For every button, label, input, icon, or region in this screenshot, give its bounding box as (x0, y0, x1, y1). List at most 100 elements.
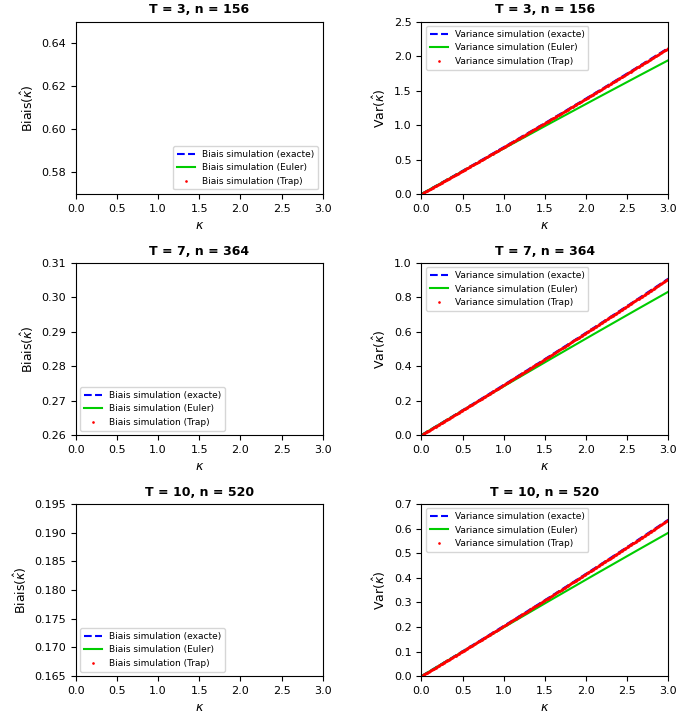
Line: Variance simulation (exacte): Variance simulation (exacte) (422, 278, 668, 435)
Variance simulation (exacte) (587, 91, 595, 100)
Variance simulation (Trap) (610, 77, 618, 86)
Y-axis label: Var($\hat{\kappa}$): Var($\hat{\kappa}$) (371, 88, 389, 128)
Variance simulation (exacte) (664, 274, 672, 283)
Variance simulation (Trap) (517, 611, 526, 619)
Legend: Variance simulation (exacte), Variance simulation (Euler), Variance simulation (: Variance simulation (exacte), Variance s… (426, 26, 588, 70)
Line: Variance simulation (Euler): Variance simulation (Euler) (422, 533, 668, 676)
Variance simulation (Euler) (610, 84, 618, 93)
Variance simulation (Euler) (418, 672, 426, 680)
Variance simulation (exacte) (442, 175, 451, 184)
Variance simulation (Trap) (418, 190, 426, 198)
Variance simulation (exacte) (526, 605, 535, 614)
Variance simulation (Euler) (664, 287, 672, 296)
Variance simulation (exacte) (615, 308, 623, 316)
Variance simulation (exacte) (610, 551, 618, 560)
Variance simulation (Trap) (442, 656, 451, 665)
Variance simulation (Euler) (664, 529, 672, 537)
Y-axis label: Biais($\hat{\kappa}$): Biais($\hat{\kappa}$) (19, 84, 36, 132)
Variance simulation (Trap) (526, 127, 535, 136)
Variance simulation (Euler) (418, 190, 426, 198)
Y-axis label: Biais($\hat{\kappa}$): Biais($\hat{\kappa}$) (12, 566, 29, 614)
Variance simulation (Trap) (517, 132, 526, 141)
Variance simulation (Trap) (442, 175, 451, 184)
Title: T = 3, n = 156: T = 3, n = 156 (495, 4, 595, 17)
Variance simulation (exacte) (587, 325, 595, 334)
Variance simulation (exacte) (418, 430, 426, 439)
Variance simulation (Trap) (442, 416, 451, 425)
Variance simulation (exacte) (587, 566, 595, 575)
X-axis label: $\kappa$: $\kappa$ (194, 460, 204, 473)
Line: Variance simulation (exacte): Variance simulation (exacte) (422, 520, 668, 676)
Y-axis label: Var($\hat{\kappa}$): Var($\hat{\kappa}$) (371, 329, 389, 369)
Variance simulation (exacte) (517, 611, 526, 619)
Line: Variance simulation (Trap): Variance simulation (Trap) (420, 278, 670, 436)
Variance simulation (Trap) (418, 430, 426, 439)
Variance simulation (Trap) (664, 275, 672, 284)
Title: T = 3, n = 156: T = 3, n = 156 (150, 4, 249, 17)
Variance simulation (exacte) (442, 656, 451, 665)
Variance simulation (Trap) (517, 369, 526, 378)
Legend: Biais simulation (exacte), Biais simulation (Euler), Biais simulation (Trap): Biais simulation (exacte), Biais simulat… (81, 628, 225, 672)
Variance simulation (Euler) (517, 134, 526, 143)
Title: T = 7, n = 364: T = 7, n = 364 (150, 244, 249, 257)
Variance simulation (Euler) (587, 97, 595, 105)
Variance simulation (exacte) (517, 369, 526, 378)
Line: Variance simulation (Euler): Variance simulation (Euler) (422, 60, 668, 194)
Y-axis label: Var($\hat{\kappa}$): Var($\hat{\kappa}$) (371, 570, 389, 610)
X-axis label: $\kappa$: $\kappa$ (194, 220, 204, 232)
Variance simulation (Euler) (615, 557, 623, 566)
Variance simulation (Euler) (442, 656, 451, 665)
Variance simulation (Trap) (610, 551, 618, 560)
Line: Variance simulation (Trap): Variance simulation (Trap) (420, 47, 670, 195)
Legend: Variance simulation (exacte), Variance simulation (Euler), Variance simulation (: Variance simulation (exacte), Variance s… (426, 508, 588, 552)
Variance simulation (exacte) (615, 74, 623, 83)
Variance simulation (exacte) (664, 44, 672, 52)
Variance simulation (Euler) (615, 316, 623, 324)
Title: T = 7, n = 364: T = 7, n = 364 (495, 244, 595, 257)
Line: Variance simulation (exacte): Variance simulation (exacte) (422, 48, 668, 194)
Variance simulation (Euler) (517, 613, 526, 622)
Line: Variance simulation (Euler): Variance simulation (Euler) (422, 292, 668, 435)
Variance simulation (Trap) (615, 75, 623, 84)
Variance simulation (Euler) (615, 82, 623, 91)
Variance simulation (exacte) (418, 672, 426, 680)
Variance simulation (Euler) (418, 430, 426, 439)
Legend: Variance simulation (exacte), Variance simulation (Euler), Variance simulation (: Variance simulation (exacte), Variance s… (426, 268, 588, 310)
Variance simulation (Trap) (587, 92, 595, 100)
Variance simulation (Trap) (615, 308, 623, 316)
Title: T = 10, n = 520: T = 10, n = 520 (491, 486, 599, 499)
Variance simulation (Euler) (442, 416, 451, 425)
Variance simulation (Euler) (587, 332, 595, 340)
Variance simulation (exacte) (418, 190, 426, 198)
Variance simulation (Euler) (526, 366, 535, 375)
Variance simulation (Euler) (526, 129, 535, 138)
Variance simulation (Trap) (587, 566, 595, 575)
Variance simulation (exacte) (664, 515, 672, 524)
Variance simulation (exacte) (526, 364, 535, 373)
Variance simulation (Euler) (442, 175, 451, 184)
Legend: Biais simulation (exacte), Biais simulation (Euler), Biais simulation (Trap): Biais simulation (exacte), Biais simulat… (174, 146, 318, 190)
Variance simulation (Euler) (610, 318, 618, 327)
Variance simulation (Trap) (526, 364, 535, 373)
Variance simulation (Euler) (517, 371, 526, 380)
Legend: Biais simulation (exacte), Biais simulation (Euler), Biais simulation (Trap): Biais simulation (exacte), Biais simulat… (81, 387, 225, 430)
X-axis label: $\kappa$: $\kappa$ (540, 220, 550, 232)
Variance simulation (Trap) (610, 310, 618, 319)
Variance simulation (Euler) (664, 56, 672, 65)
Variance simulation (Euler) (610, 559, 618, 568)
Y-axis label: Biais($\hat{\kappa}$): Biais($\hat{\kappa}$) (19, 325, 36, 373)
Variance simulation (exacte) (615, 548, 623, 557)
Variance simulation (Trap) (664, 44, 672, 52)
Variance simulation (Euler) (587, 572, 595, 581)
Variance simulation (exacte) (610, 77, 618, 86)
Variance simulation (Euler) (526, 608, 535, 616)
Variance simulation (exacte) (442, 416, 451, 425)
Variance simulation (Trap) (615, 548, 623, 557)
Variance simulation (Trap) (664, 515, 672, 524)
Variance simulation (Trap) (418, 672, 426, 680)
Variance simulation (Trap) (587, 325, 595, 334)
X-axis label: $\kappa$: $\kappa$ (194, 702, 204, 715)
X-axis label: $\kappa$: $\kappa$ (540, 702, 550, 715)
X-axis label: $\kappa$: $\kappa$ (540, 460, 550, 473)
Variance simulation (exacte) (526, 127, 535, 136)
